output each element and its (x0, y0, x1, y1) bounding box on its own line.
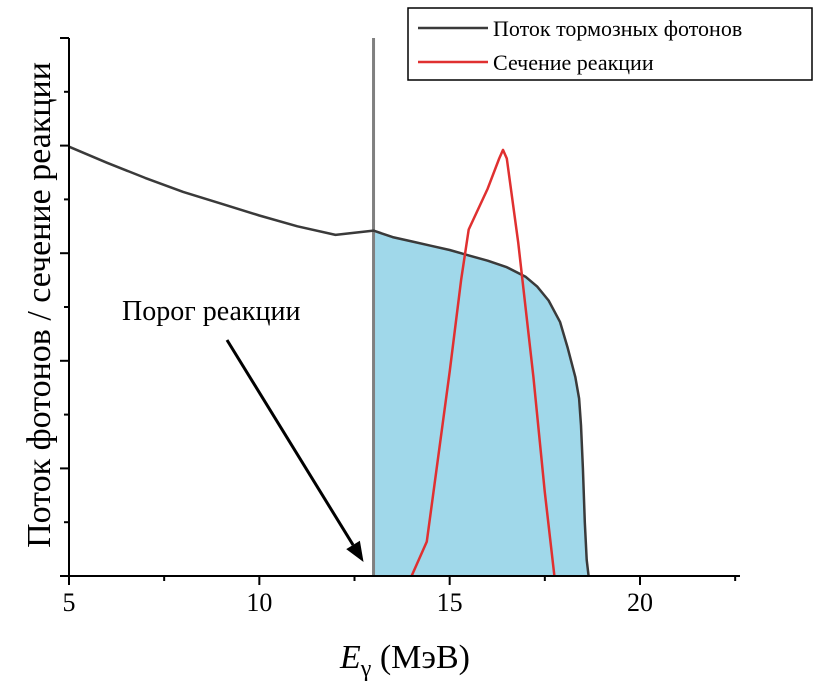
shaded-region (373, 230, 589, 576)
x-tick-label: 5 (63, 588, 76, 617)
x-axis-title: Eγ (МэВ) (339, 639, 470, 682)
plot-area (68, 38, 590, 577)
y-ticks (60, 37, 69, 577)
x-axis-title-sub: γ (360, 656, 372, 682)
x-axis-title-unit: (МэВ) (371, 639, 470, 676)
series-line-1 (410, 148, 556, 577)
x-tick-label: 10 (246, 588, 272, 617)
x-ticks (68, 576, 737, 585)
x-tick-label: 15 (437, 588, 463, 617)
annotation-arrow (225, 339, 355, 546)
x-tick-labels: 5 10 15 20 (63, 588, 654, 617)
legend-label-flux: Поток тормозных фотонов (493, 16, 742, 41)
x-tick-label: 20 (627, 588, 653, 617)
x-axis-title-main: E (339, 639, 361, 676)
axes: 5 10 15 20 (60, 37, 740, 617)
series-layer (68, 145, 590, 577)
series-line-0 (68, 145, 590, 577)
annotation: Порог реакции (122, 296, 364, 562)
annotation-label: Порог реакции (122, 296, 300, 327)
annotation-arrowhead (346, 540, 364, 562)
legend: Поток тормозных фотонов Сечение реакции (407, 7, 813, 81)
legend-label-cross-section: Сечение реакции (493, 50, 654, 75)
legend-box (407, 7, 813, 81)
y-axis-title: Поток фотонов / сечение реакции (21, 62, 58, 548)
